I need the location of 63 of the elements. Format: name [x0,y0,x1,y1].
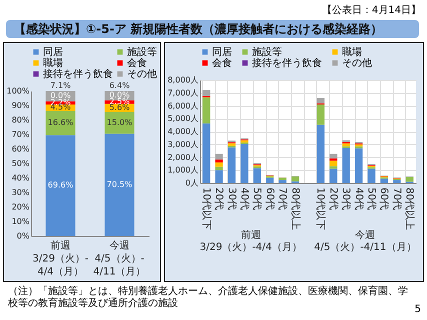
data-label: 15.0% [106,118,133,127]
x-tick-label: 80代以上 [404,188,416,230]
x-tick-label: 10代以下 [200,188,212,230]
legend-label: その他 [342,57,372,69]
y-tick-label: 80% [12,116,30,124]
legend-label: 同居 [43,47,63,58]
y-tick-label: 40% [12,174,30,182]
x-tick-label: 40代 [352,188,364,210]
y-tick-label: 0% [16,232,30,240]
y-tick-label: 3,000人 [168,140,198,149]
legend-label: 施設等 [252,46,282,58]
y-tick-label: 6,000人 [168,101,198,110]
text: 【公表日：4月14日】 [322,4,421,17]
y-tick-label: 60% [12,144,30,154]
x-tick-label: 60代 [378,188,390,210]
legend-label: 会食 [212,57,232,69]
text: （注）「施設等」とは、特別養護老人ホーム、介護老人保健施設、医療機関、保育園、学校等の教育施設等及び通所介護の施設 [8,286,408,310]
legend-label: 職場 [342,46,362,58]
y-tick-label: 7,000人 [168,88,198,98]
x-tick-label: 20代 [327,188,338,210]
legend-label: その他 [127,68,157,80]
y-tick-label: 5,000人 [168,114,198,124]
y-tick-label: 20% [12,202,30,212]
legend-label: 接待を伴う飲食 [43,68,113,80]
data-label: 7.1% [50,81,72,90]
x-tick-label: 30代 [340,188,352,210]
y-tick-label: 100% [6,86,30,96]
legend-label: 同居 [212,47,232,58]
text: 5 [414,304,421,315]
x-tick-label: 前週 3/29（火）- 4/4（月） [32,240,89,278]
text: 前週 3/29（火）-4/4（月） [200,229,302,253]
x-tick-label: 60代 [264,188,275,210]
y-tick-label: 8,000人 [168,76,198,84]
data-label: 6.4% [109,81,130,90]
data-label: 0.0% [50,91,72,100]
y-tick-label: 70% [12,130,30,139]
legend-label: 職場 [43,57,63,69]
y-tick-label: 0人 [185,178,198,188]
y-tick-label: 4,000人 [168,127,198,136]
legend-label: 施設等 [127,46,157,58]
legend-label: 会食 [127,57,147,69]
x-tick-label: 70代 [276,188,288,210]
data-label: 16.6% [48,118,74,128]
x-tick-label: 50代 [251,188,262,210]
y-tick-label: 50% [12,159,30,168]
x-tick-label: 80代以上 [289,188,302,230]
text: 今週 4/5（火）-4/11（月） [314,229,416,253]
x-tick-label: 今週 4/5（火）- 4/11（月） [93,240,146,278]
text: 【感染状況】①-5-ア 新規陽性者数（濃厚接触者における感染経路） [6,20,419,38]
y-tick-label: 90% [12,101,30,110]
data-label: 69.6% [48,180,74,190]
legend-label: 接待を伴う飲食 [252,57,322,69]
x-tick-label: 20代 [213,188,224,210]
y-tick-label: 1,000人 [168,166,198,175]
x-tick-label: 40代 [238,188,250,210]
x-tick-label: 70代 [390,188,402,210]
data-label: 70.5% [106,180,133,189]
y-tick-label: 30% [12,188,30,197]
x-tick-label: 30代 [226,188,237,210]
x-tick-label: 50代 [366,188,377,210]
y-tick-label: 10% [12,217,30,226]
y-tick-label: 2,000人 [168,152,198,162]
x-tick-label: 10代以下 [314,188,327,230]
